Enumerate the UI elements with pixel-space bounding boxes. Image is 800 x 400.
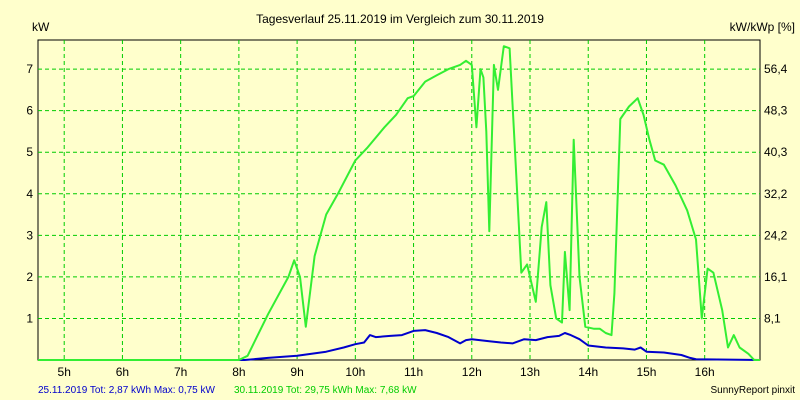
y-left-tick-label: 1	[26, 311, 33, 325]
axis-labels: 5h 6h 7h 8h 9h 10h 11h 12h 13h 14h 15h 16h 1 8,1 2 16,1…	[26, 62, 787, 379]
footer-series2-text: 30.11.2019 Tot: 29,75 kWh Max: 7,68 kW	[234, 385, 417, 396]
x-tick-label: 5h	[58, 365, 71, 379]
y-left-tick-label: 4	[26, 187, 33, 201]
x-tick-label: 16h	[695, 365, 715, 379]
y-left-tick-label: 7	[26, 62, 33, 76]
series-line-1	[38, 329, 761, 361]
x-tick-label: 13h	[520, 365, 540, 379]
y-right-tick-label: 40,3	[764, 145, 788, 159]
y-right-tick-label: 32,2	[764, 187, 788, 201]
x-tick-label: 8h	[232, 365, 245, 379]
plot-area	[37, 39, 761, 361]
x-tick-label: 11h	[404, 365, 423, 379]
x-tick-label: 7h	[174, 365, 187, 379]
chart-title: Tagesverlauf 25.11.2019 im Vergleich zum…	[256, 12, 544, 26]
x-tick-label: 9h	[290, 365, 303, 379]
series-line-2	[38, 45, 760, 361]
footer-series1-text: 25.11.2019 Tot: 2,87 kWh Max: 0,75 kW	[38, 385, 216, 396]
x-tick-label: 12h	[462, 365, 482, 379]
y-axis-left-label: kW	[32, 20, 50, 34]
x-tick-label: 6h	[116, 365, 129, 379]
y-left-tick-label: 5	[26, 145, 33, 159]
series-layer	[38, 45, 761, 361]
y-left-tick-label: 6	[26, 104, 33, 118]
grid-lines	[38, 40, 760, 360]
y-left-tick-label: 2	[26, 270, 33, 284]
y-right-tick-label: 24,2	[764, 228, 788, 242]
footer-brand: SunnyReport pinxit	[711, 385, 796, 396]
y-right-tick-label: 48,3	[764, 104, 788, 118]
x-tick-label: 14h	[578, 365, 598, 379]
y-axis-right-label: kW/kWp [%]	[730, 20, 795, 34]
y-right-tick-label: 8,1	[764, 311, 781, 325]
x-tick-label: 10h	[345, 365, 365, 379]
y-right-tick-label: 16,1	[764, 270, 788, 284]
y-left-tick-label: 3	[26, 228, 33, 242]
x-tick-label: 15h	[636, 365, 656, 379]
y-right-tick-label: 56,4	[764, 62, 788, 76]
